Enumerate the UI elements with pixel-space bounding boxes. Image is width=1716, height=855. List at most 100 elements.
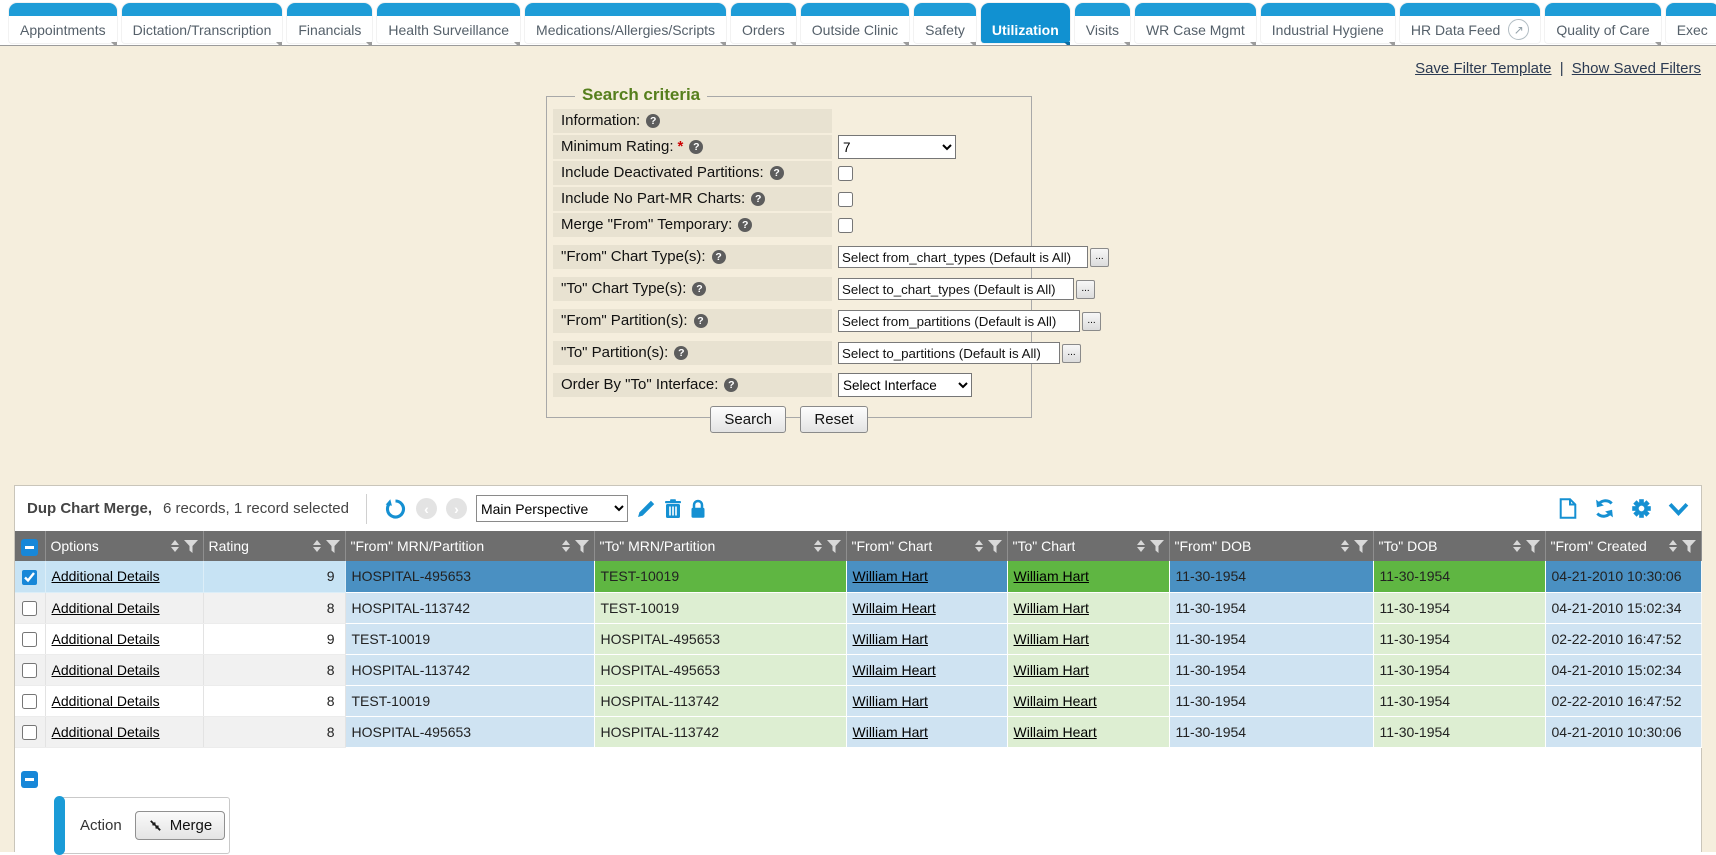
sort-icon[interactable] [974,540,983,552]
additional-details-link[interactable]: Additional Details [51,723,160,740]
to-chart-link[interactable]: William Hart [1013,568,1089,585]
additional-details-link[interactable]: Additional Details [51,568,160,585]
row-checkbox[interactable] [22,724,38,740]
include-deactivated-partitions-checkbox[interactable] [838,165,853,181]
help-icon[interactable]: ? [692,282,707,296]
tab-exec[interactable]: Exec [1665,3,1716,43]
settings-gear-icon[interactable] [1632,499,1651,518]
from-chart-link[interactable]: William Hart [852,630,928,647]
show-saved-filters-link[interactable]: Show Saved Filters [1571,60,1701,77]
refresh-icon[interactable] [1594,498,1615,519]
help-icon[interactable]: ? [693,314,708,328]
collapse-chevron-down-icon[interactable] [1668,502,1689,516]
merge-button[interactable]: Merge [134,810,226,840]
help-icon[interactable]: ? [724,378,739,392]
help-icon[interactable]: ? [674,346,689,360]
sort-icon[interactable] [813,540,822,552]
sort-icon[interactable] [1136,540,1145,552]
tab-quality-of-care[interactable]: Quality of Care [1545,3,1662,45]
tab-visits[interactable]: Visits [1074,3,1131,45]
sort-icon[interactable] [170,540,179,552]
from-chart-type-s-input[interactable] [838,246,1088,268]
next-page-icon[interactable]: › [445,498,467,519]
tab-health-surveillance[interactable]: Health Surveillance [377,3,521,45]
row-checkbox[interactable] [22,693,38,709]
edit-pencil-icon[interactable] [637,499,656,518]
row-checkbox[interactable] [22,631,38,647]
picker-ellipsis-button[interactable]: ... [1090,247,1109,267]
to-chart-link[interactable]: William Hart [1013,599,1089,616]
tab-orders[interactable]: Orders [731,3,796,45]
tab-utilization[interactable]: Utilization [980,3,1070,45]
open-external-icon[interactable]: ↗ [1508,19,1530,40]
include-no-part-mr-charts-checkbox[interactable] [838,191,853,207]
tab-hr-data-feed[interactable]: HR Data Feed ↗ [1399,3,1541,43]
help-icon[interactable]: ? [689,140,704,154]
additional-details-link[interactable]: Additional Details [51,630,160,647]
filter-funnel-icon[interactable] [183,539,198,553]
tab-industrial-hygiene[interactable]: Industrial Hygiene [1260,3,1395,45]
to-chart-link[interactable]: Willaim Heart [1013,692,1097,709]
help-icon[interactable]: ? [646,114,661,128]
help-icon[interactable]: ? [751,192,766,206]
tab-financials[interactable]: Financials [287,3,373,45]
tab-medications-allergies-scripts[interactable]: Medications/Allergies/Scripts [525,3,726,45]
help-icon[interactable]: ? [711,250,726,264]
sort-icon[interactable] [1668,540,1677,552]
merge-from-temporary-checkbox[interactable] [838,217,853,233]
order-by-to-interface-select[interactable]: Select Interface [838,373,972,397]
prev-page-icon[interactable]: ‹ [415,498,437,519]
picker-ellipsis-button[interactable]: ... [1076,279,1095,299]
filter-funnel-icon[interactable] [1353,539,1368,553]
row-checkbox[interactable] [22,662,38,678]
to-chart-type-s-input[interactable] [838,278,1074,300]
sort-icon[interactable] [1340,540,1349,552]
filter-funnel-icon[interactable] [1681,539,1696,553]
additional-details-link[interactable]: Additional Details [51,599,160,616]
from-chart-link[interactable]: William Hart [852,692,928,709]
select-all-toggle[interactable] [21,539,39,556]
from-chart-link[interactable]: William Hart [852,723,928,740]
to-partition-s-input[interactable] [838,342,1060,364]
from-partition-s-input[interactable] [838,310,1080,332]
lock-icon[interactable] [690,499,706,519]
reset-button[interactable]: Reset [800,406,868,433]
help-icon[interactable]: ? [738,218,753,232]
sort-icon[interactable] [561,540,570,552]
perspective-select[interactable]: Main Perspective [475,495,628,522]
sort-icon[interactable] [1512,540,1521,552]
to-chart-link[interactable]: Willaim Heart [1013,723,1097,740]
filter-funnel-icon[interactable] [574,539,589,553]
from-chart-link[interactable]: Willaim Heart [852,599,936,616]
additional-details-link[interactable]: Additional Details [51,692,160,709]
tab-dictation-transcription[interactable]: Dictation/Transcription [121,3,283,45]
search-button[interactable]: Search [710,406,786,433]
collapse-section-icon[interactable] [21,770,38,788]
tab-label: Quality of Care [1556,21,1650,38]
filter-funnel-icon[interactable] [826,539,841,553]
picker-ellipsis-button[interactable]: ... [1062,343,1081,363]
row-checkbox[interactable] [22,600,38,616]
to-chart-link[interactable]: William Hart [1013,630,1089,647]
picker-ellipsis-button[interactable]: ... [1082,311,1101,331]
row-checkbox[interactable] [22,569,38,585]
tab-outside-clinic[interactable]: Outside Clinic [800,3,910,45]
sort-icon[interactable] [312,540,321,552]
minimum-rating-select[interactable]: 7 [838,135,956,159]
tab-safety[interactable]: Safety [914,3,976,45]
tab-appointments[interactable]: Appointments [9,3,117,45]
help-icon[interactable]: ? [769,166,784,180]
filter-funnel-icon[interactable] [1525,539,1540,553]
filter-funnel-icon[interactable] [987,539,1002,553]
delete-trash-icon[interactable] [664,498,681,519]
tab-wr-case-mgmt[interactable]: WR Case Mgmt [1134,3,1256,45]
filter-funnel-icon[interactable] [325,539,340,553]
filter-funnel-icon[interactable] [1149,539,1164,553]
new-document-icon[interactable] [1559,498,1577,519]
from-chart-link[interactable]: Willaim Heart [852,661,936,678]
to-chart-link[interactable]: William Hart [1013,661,1089,678]
save-filter-template-link[interactable]: Save Filter Template [1415,60,1552,77]
undo-icon[interactable] [384,498,407,520]
from-chart-link[interactable]: William Hart [852,568,928,585]
additional-details-link[interactable]: Additional Details [51,661,160,678]
